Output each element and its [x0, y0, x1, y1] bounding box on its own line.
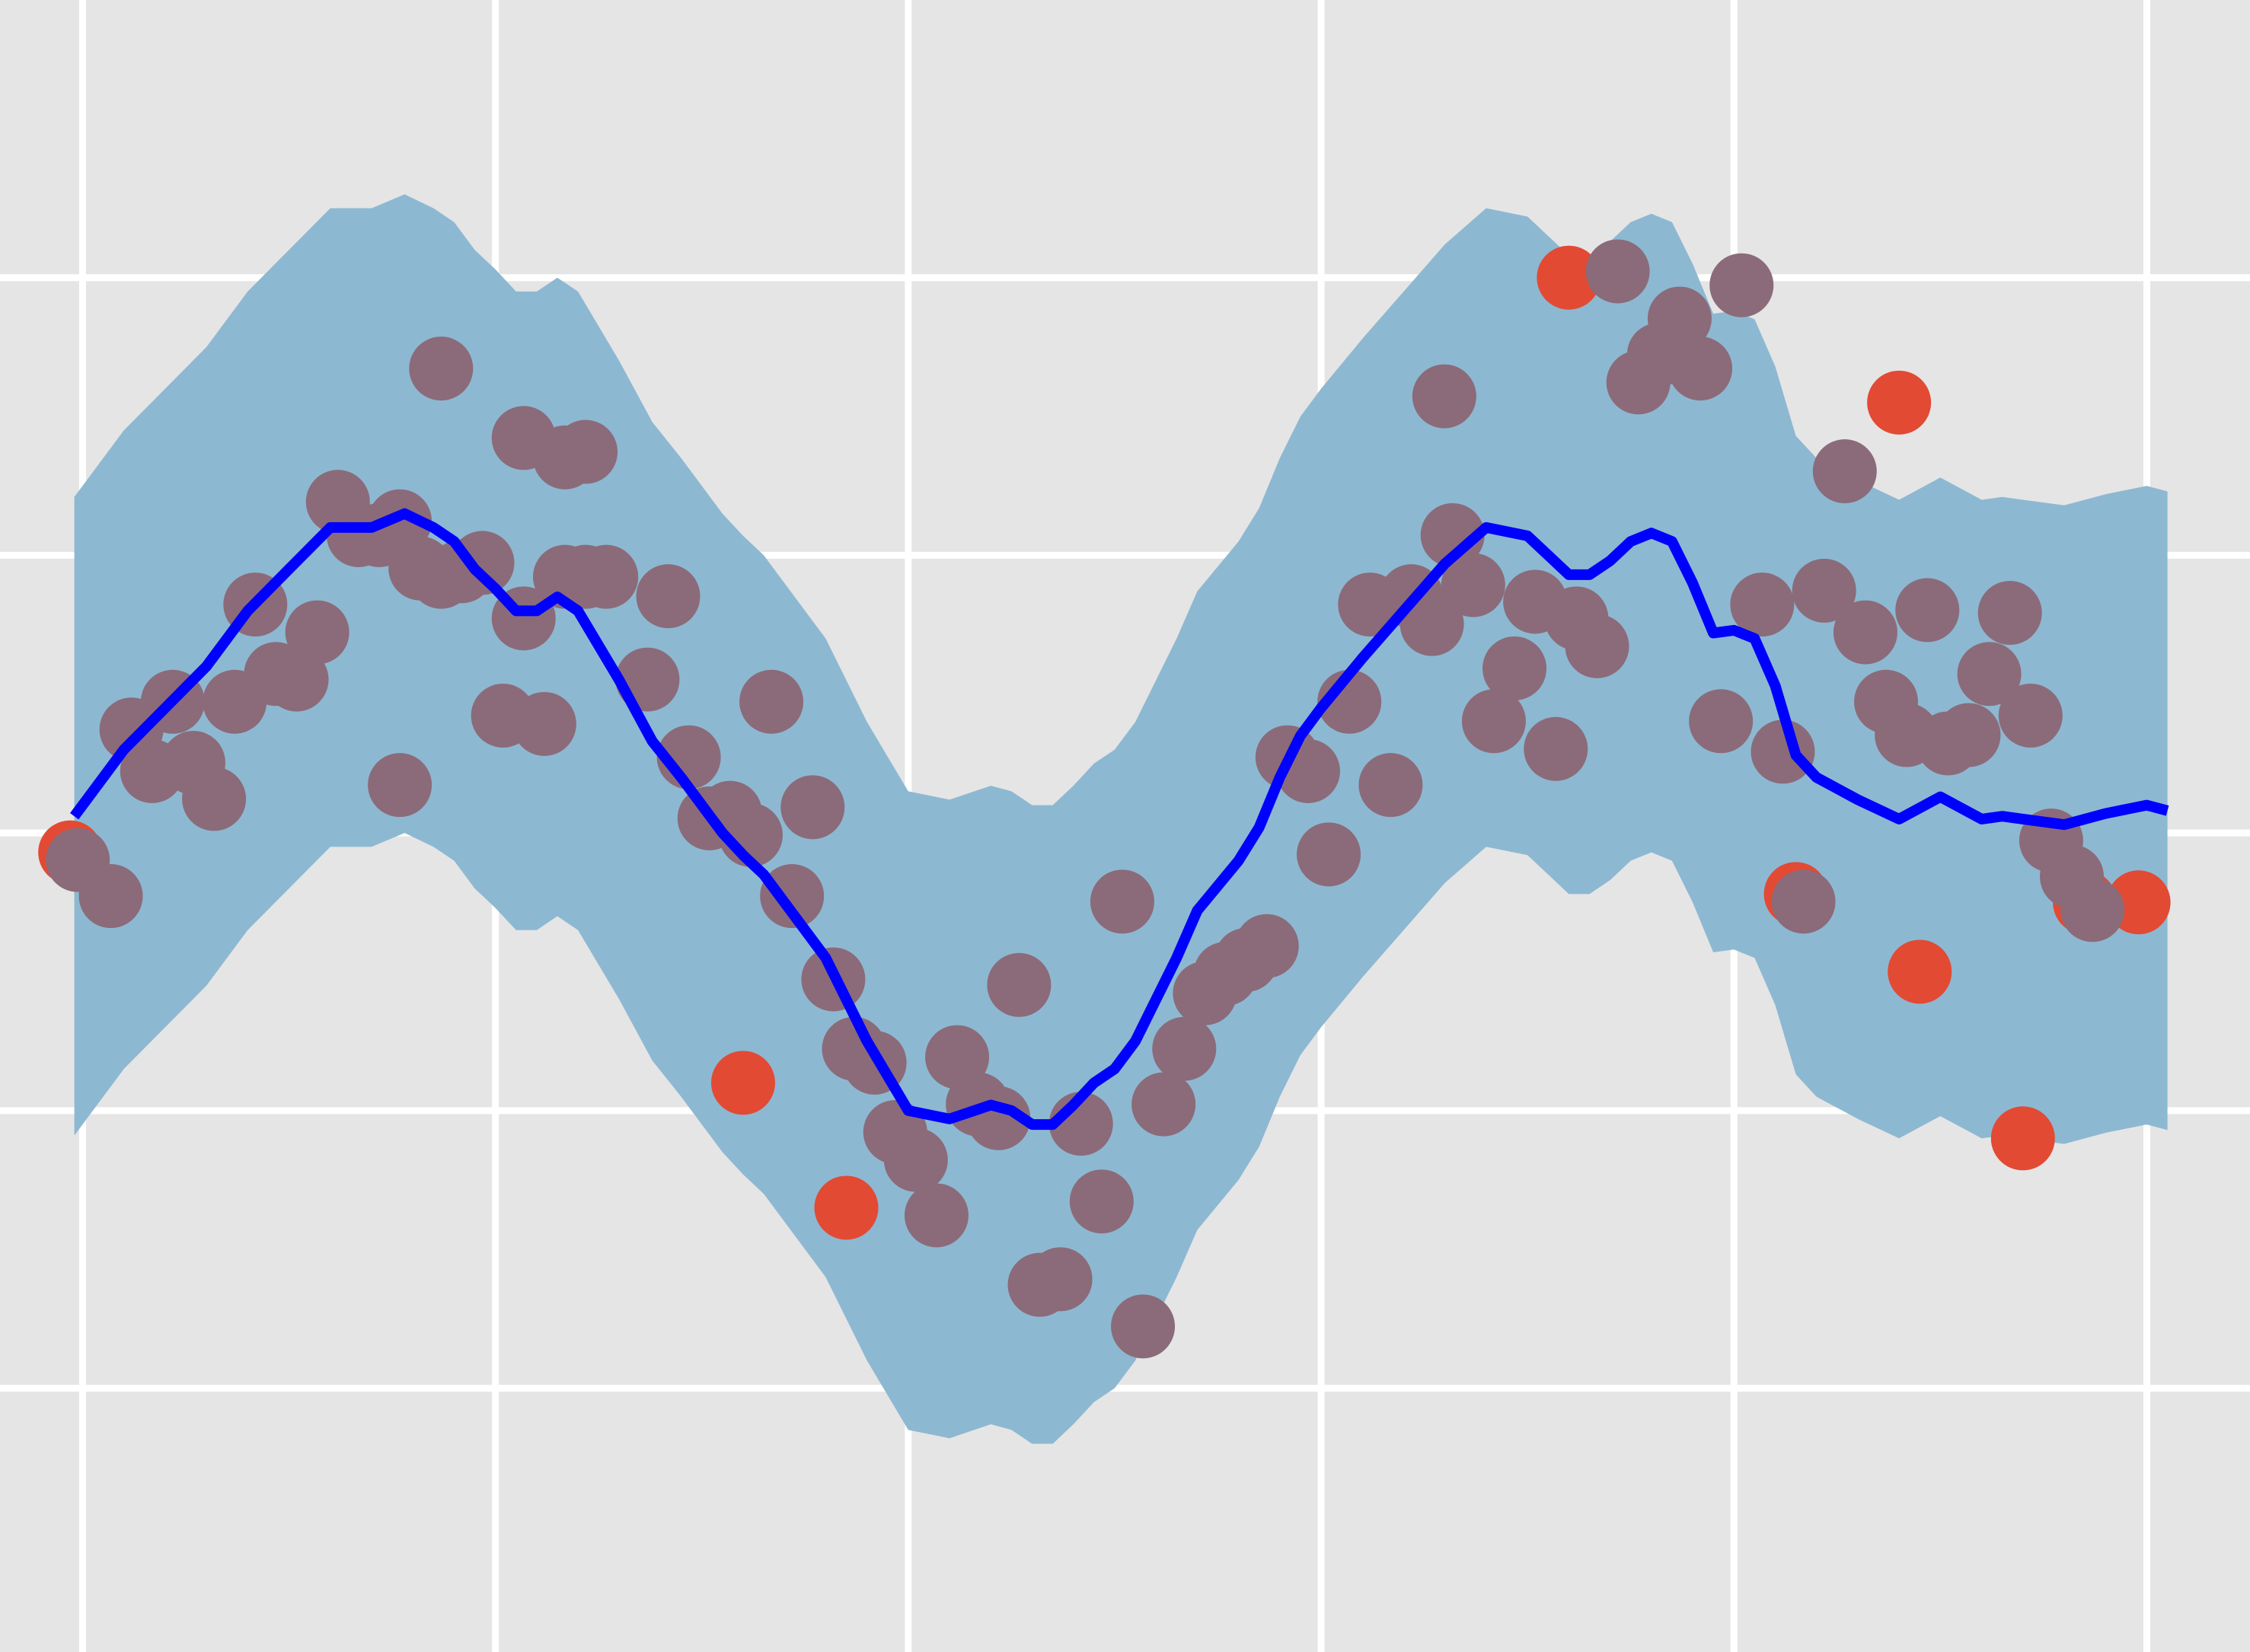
data-point-57: [1152, 1016, 1217, 1081]
data-point-69: [1399, 592, 1464, 656]
outlier-point-6: [1888, 939, 1952, 1004]
data-point-90: [1833, 600, 1897, 665]
data-point-77: [1565, 614, 1629, 678]
data-point-26: [409, 336, 474, 401]
data-point-32: [636, 564, 701, 629]
data-point-102: [1412, 364, 1476, 429]
data-point-89: [1812, 439, 1877, 504]
data-point-38: [760, 864, 825, 929]
data-point-84: [1709, 253, 1774, 317]
data-point-73: [1482, 636, 1547, 700]
confidence-band: [74, 194, 2168, 1444]
data-point-37: [739, 669, 804, 734]
data-point-53: [1069, 1169, 1134, 1234]
data-point-44: [883, 1127, 948, 1192]
data-point-54: [1090, 869, 1154, 934]
data-point-51: [1028, 1247, 1093, 1312]
data-point-88: [1792, 558, 1856, 623]
data-point-83: [1689, 689, 1754, 754]
data-point-96: [1957, 642, 2022, 706]
data-point-98: [1998, 684, 2063, 748]
data-point-61: [1234, 914, 1299, 978]
data-point-25: [368, 753, 432, 818]
data-point-45: [904, 1183, 969, 1248]
data-point-67: [1358, 753, 1423, 818]
data-point-39: [780, 775, 845, 840]
data-point-22: [512, 691, 576, 756]
data-point-85: [1730, 572, 1795, 637]
data-point-11: [285, 600, 349, 665]
data-point-78: [1585, 239, 1650, 304]
data-point-75: [1524, 716, 1588, 781]
outlier-point-2: [814, 1175, 879, 1240]
data-point-70: [1420, 502, 1485, 567]
data-point-55: [1111, 1294, 1176, 1359]
data-point-95: [1936, 703, 2001, 767]
data-point-48: [966, 1086, 1031, 1150]
data-point-49: [987, 952, 1052, 1017]
data-point-1: [78, 864, 143, 929]
mean-line: [69, 508, 2169, 1131]
data-point-29: [554, 419, 618, 484]
data-point-6: [182, 767, 247, 831]
data-point-19: [450, 531, 515, 595]
data-point-56: [1131, 1072, 1196, 1137]
outlier-point-5: [1867, 370, 1932, 435]
data-point-82: [1668, 336, 1733, 401]
data-point-72: [1461, 689, 1526, 754]
data-point-81: [1647, 286, 1712, 351]
outlier-point-3: [1537, 245, 1601, 310]
data-point-86: [1751, 719, 1815, 784]
data-point-87: [1771, 869, 1836, 934]
data-point-30: [574, 544, 639, 609]
data-point-97: [1977, 581, 2042, 646]
data-point-101: [2060, 878, 2125, 942]
data-point-93: [1895, 578, 1960, 643]
data-point-64: [1297, 822, 1361, 887]
outlier-point-1: [710, 1051, 775, 1115]
outlier-point-7: [1990, 1106, 2055, 1171]
data-point-71: [1441, 553, 1505, 617]
